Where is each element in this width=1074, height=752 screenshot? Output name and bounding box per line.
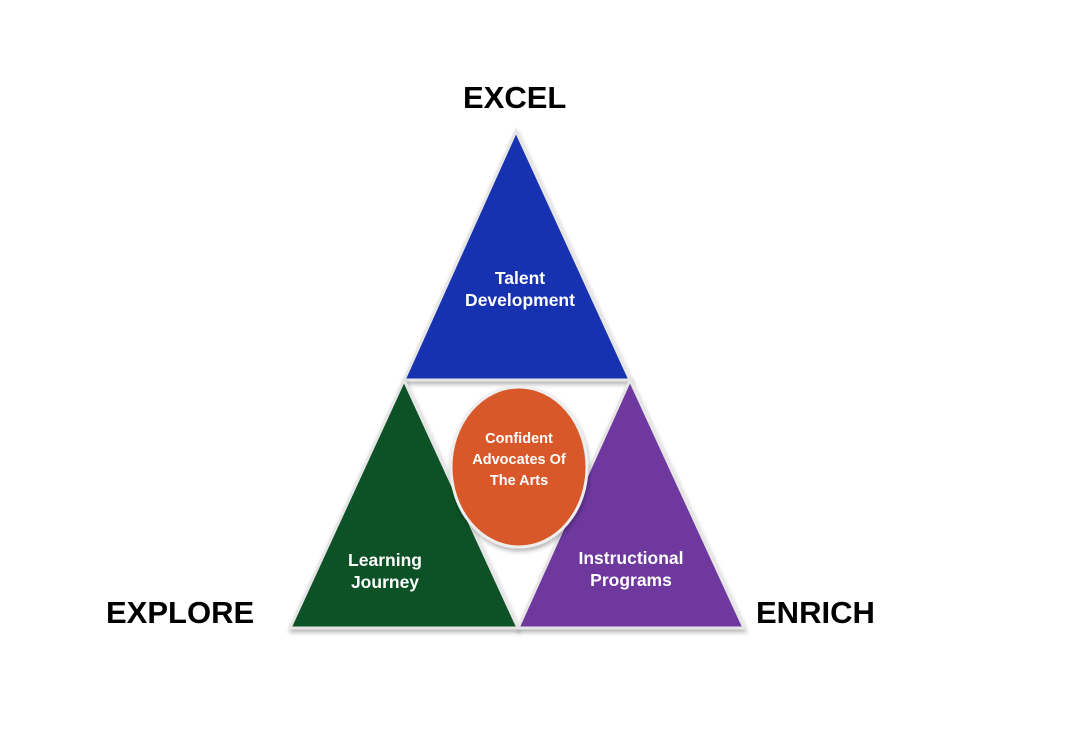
learning-line-2: Journey bbox=[350, 572, 420, 592]
learning-line-1: Learning bbox=[348, 550, 422, 570]
confident-advocates-text: Confident Advocates Of The Arts bbox=[472, 429, 565, 492]
talent-line-2: Development bbox=[465, 290, 575, 310]
top-triangle bbox=[401, 127, 633, 382]
instructional-programs-text: Instructional Programs bbox=[578, 547, 683, 591]
center-line-1: Confident bbox=[485, 431, 553, 447]
explore-label: EXPLORE bbox=[106, 595, 255, 630]
learning-journey-text: Learning Journey bbox=[348, 549, 422, 593]
center-line-2: Advocates Of bbox=[472, 452, 566, 468]
enrich-label: ENRICH bbox=[756, 595, 875, 630]
instructional-line-1: Instructional bbox=[578, 548, 684, 568]
talent-development-text: Talent Development bbox=[465, 267, 575, 311]
center-line-3: The Arts bbox=[489, 473, 549, 489]
excel-label: EXCEL bbox=[463, 80, 567, 115]
instructional-line-2: Programs bbox=[590, 570, 672, 590]
center-circle bbox=[449, 385, 589, 549]
talent-line-1: Talent bbox=[494, 268, 546, 288]
